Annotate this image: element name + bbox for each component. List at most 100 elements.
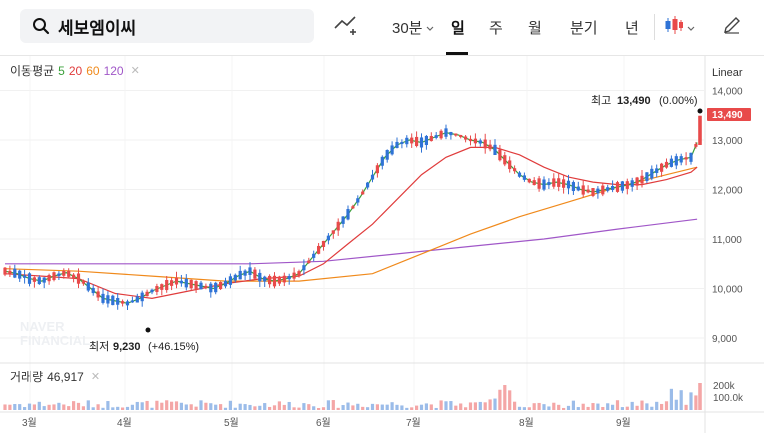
naver-financial-watermark: NAVER FINANCIAL xyxy=(20,319,90,348)
candle-body xyxy=(586,189,590,193)
candle-body xyxy=(679,156,683,163)
low-value: 9,230 xyxy=(113,341,141,353)
candle-body xyxy=(174,277,179,285)
candle-body xyxy=(601,185,605,195)
draw-tool-button[interactable] xyxy=(722,10,742,44)
volume-bar xyxy=(615,400,620,410)
volume-bar xyxy=(415,405,419,410)
tab-year[interactable]: 년 xyxy=(625,19,639,37)
volume-bar xyxy=(238,403,242,410)
search-box[interactable]: 세보엠이씨 xyxy=(20,9,314,43)
indicator-add-button[interactable] xyxy=(334,10,360,44)
volume-bar xyxy=(37,401,41,410)
volume-bar xyxy=(591,403,595,410)
candle-body xyxy=(160,284,164,290)
candle-body xyxy=(478,140,482,144)
candle-body xyxy=(72,274,76,278)
volume-bar xyxy=(189,404,193,410)
volume-bar xyxy=(282,404,286,410)
volume-bar xyxy=(346,402,350,410)
volume-bar xyxy=(258,405,262,410)
volume-bar xyxy=(562,407,566,410)
volume-bar xyxy=(91,407,95,410)
volume-bar xyxy=(321,407,326,410)
volume-bars xyxy=(3,383,702,410)
volume-tick-label: 100.0k xyxy=(713,393,744,404)
volume-bar xyxy=(194,406,198,410)
ma-5-line xyxy=(4,131,698,304)
candle-body xyxy=(660,163,664,172)
candle-body xyxy=(400,141,404,144)
candle-body xyxy=(439,130,443,139)
candle-body xyxy=(566,180,571,189)
candle-body xyxy=(419,137,424,148)
close-icon[interactable]: ✕ xyxy=(90,371,101,383)
candle-body xyxy=(615,182,620,192)
price-tick-label: 14,000 xyxy=(712,87,743,98)
volume-bar xyxy=(439,400,443,410)
interval-dropdown[interactable]: 30분 xyxy=(392,10,434,44)
time-tick-label: 4월 xyxy=(117,417,132,429)
candle-body xyxy=(27,273,32,284)
volume-bar xyxy=(253,406,257,410)
tab-month[interactable]: 월 xyxy=(528,19,542,37)
candle-body xyxy=(449,131,453,136)
candle-body xyxy=(302,265,306,271)
volume-bar xyxy=(170,401,174,410)
close-icon[interactable]: ✕ xyxy=(130,65,140,77)
time-tick-label: 7월 xyxy=(406,417,421,429)
volume-bar xyxy=(228,400,232,410)
watermark-line-2: FINANCIAL xyxy=(20,333,90,348)
candle-body xyxy=(527,178,531,183)
volume-bar xyxy=(13,404,17,410)
volume-bar xyxy=(248,404,252,410)
volume-bar xyxy=(317,407,321,410)
search-input[interactable]: 세보엠이씨 xyxy=(58,18,137,38)
volume-bar xyxy=(18,404,22,410)
candle-body xyxy=(91,287,95,294)
candle-body xyxy=(150,289,154,293)
volume-bar xyxy=(356,403,360,410)
scale-mode-label[interactable]: Linear xyxy=(712,67,743,79)
candle-body xyxy=(513,168,517,172)
tab-week[interactable]: 주 xyxy=(489,19,503,37)
candle-body xyxy=(473,138,477,144)
candle-body xyxy=(62,270,66,276)
candle-body xyxy=(18,270,22,279)
price-chart[interactable]: NAVER FINANCIAL 14,000 13,000 12,000 11,000… xyxy=(0,56,764,433)
volume-bar xyxy=(625,406,629,410)
volume-bar xyxy=(268,406,272,410)
tab-quarter[interactable]: 분기 xyxy=(570,19,598,37)
volume-legend[interactable]: 거래량 46,917 ✕ xyxy=(10,368,100,385)
volume-bar xyxy=(125,406,130,410)
candle-body xyxy=(130,300,134,303)
volume-bar xyxy=(135,401,139,410)
candle-body xyxy=(375,165,379,174)
volume-bar xyxy=(302,403,306,410)
volume-bar xyxy=(312,406,316,410)
volume-bar xyxy=(655,401,659,410)
volume-bar xyxy=(96,404,100,410)
chart-type-dropdown[interactable] xyxy=(664,10,695,44)
candle-body xyxy=(650,168,654,179)
volume-bar xyxy=(537,402,541,410)
moving-average-legend[interactable]: 이동평균 5 20 60 120 ✕ xyxy=(10,62,140,79)
volume-bar xyxy=(434,407,438,410)
volume-bar xyxy=(380,404,384,410)
volume-bar xyxy=(454,405,458,410)
time-tick-label: 9월 xyxy=(616,417,631,429)
candle-body xyxy=(571,182,575,192)
candle-body xyxy=(620,181,624,191)
candle-body xyxy=(209,283,213,293)
volume-bar xyxy=(130,404,134,410)
time-tick-label: 5월 xyxy=(224,417,239,429)
candle-body xyxy=(562,179,566,188)
candle-body xyxy=(67,270,71,277)
volume-bar xyxy=(361,406,365,410)
tab-day[interactable]: 일 xyxy=(451,19,465,37)
active-tab-indicator xyxy=(446,52,468,55)
volume-bar xyxy=(419,404,424,410)
volume-bar xyxy=(331,400,335,410)
volume-bar xyxy=(645,403,649,410)
candle-body xyxy=(258,272,262,282)
